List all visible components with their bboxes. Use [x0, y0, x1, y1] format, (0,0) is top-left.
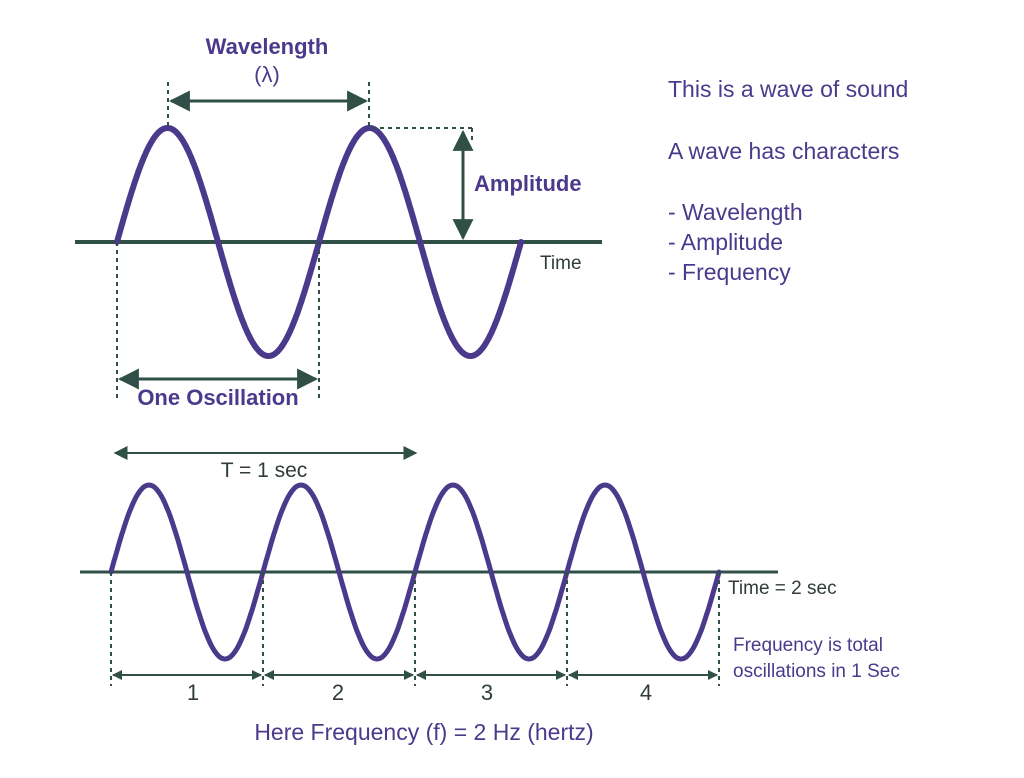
frequency-result: Here Frequency (f) = 2 Hz (hertz)	[254, 719, 593, 745]
cycle-number-4: 4	[640, 680, 652, 705]
lambda-label: (λ)	[254, 62, 280, 87]
top-time-label: Time	[540, 253, 582, 274]
note-line-1: This is a wave of sound	[668, 76, 909, 102]
wavelength-label: Wavelength	[206, 34, 329, 59]
note-item-amplitude: - Amplitude	[668, 229, 784, 255]
amplitude-label: Amplitude	[474, 171, 582, 196]
bottom-time-label: Time = 2 sec	[728, 578, 837, 599]
note-item-wavelength: - Wavelength	[668, 199, 803, 225]
cycle-number-3: 3	[481, 680, 493, 705]
period-label: T = 1 sec	[221, 459, 308, 482]
frequency-note-line2: oscillations in 1 Sec	[733, 661, 900, 682]
frequency-note-line1: Frequency is total	[733, 635, 883, 656]
note-line-2: A wave has characters	[668, 138, 900, 164]
note-item-frequency: - Frequency	[668, 259, 791, 285]
cycle-number-1: 1	[187, 680, 199, 705]
cycle-number-2: 2	[332, 680, 344, 705]
oscillation-label: One Oscillation	[137, 385, 298, 410]
